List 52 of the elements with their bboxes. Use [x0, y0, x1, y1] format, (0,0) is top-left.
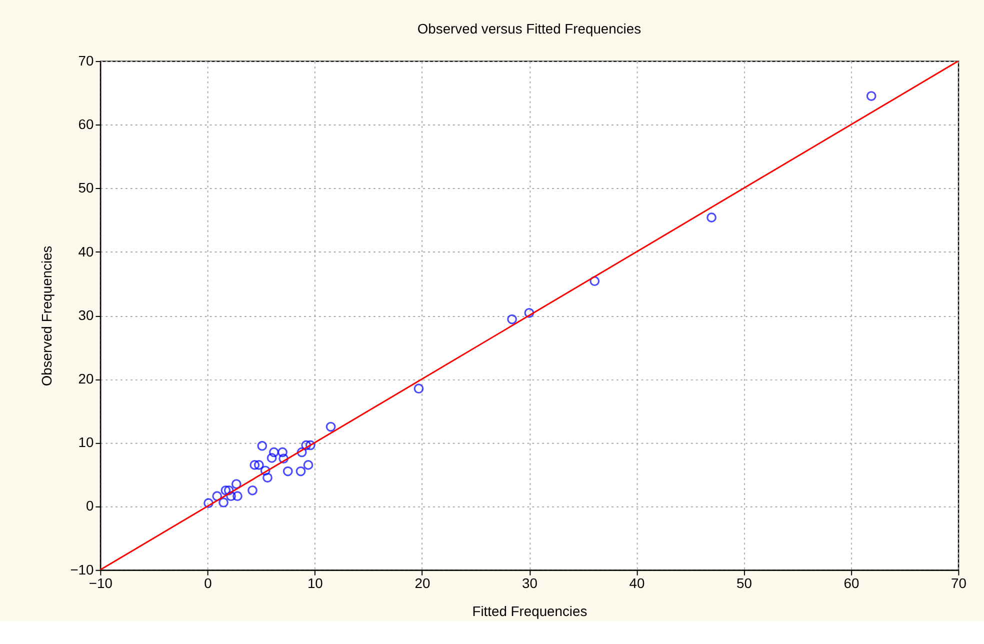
point: [326, 422, 336, 432]
point: [866, 91, 876, 101]
point: [590, 276, 600, 286]
point: [231, 479, 242, 489]
y-tick-label: 40: [78, 243, 94, 260]
point: [224, 485, 234, 496]
y-tick-label: 20: [78, 370, 94, 387]
point: [226, 491, 236, 502]
y-tick-label: 60: [78, 116, 94, 132]
y-tick-label: 0: [86, 498, 94, 514]
point: [204, 498, 214, 508]
point: [296, 447, 307, 458]
point: [296, 466, 306, 476]
y-tick-label: 30: [78, 306, 94, 323]
point: [260, 466, 270, 476]
x-tick-label: 60: [844, 575, 860, 592]
point: [305, 440, 316, 450]
x-tick-label: 40: [629, 575, 645, 592]
x-tick-label: 0: [204, 575, 212, 592]
point: [248, 485, 258, 496]
point: [220, 485, 231, 496]
point: [232, 491, 242, 502]
point: [254, 460, 264, 470]
x-tick-label: 70: [950, 575, 967, 592]
point: [250, 460, 260, 470]
x-tick-label: −10: [88, 575, 113, 592]
x-tick-label: 30: [522, 575, 538, 592]
y-axis-title: Observed Frequencies: [38, 246, 54, 386]
y-tick-label: 70: [78, 52, 94, 68]
point: [212, 491, 222, 502]
point: [303, 460, 314, 470]
x-axis-title: Fitted Frequencies: [472, 603, 588, 620]
point: [278, 447, 288, 458]
point: [507, 314, 517, 324]
point: [524, 308, 534, 318]
x-tick-label: 20: [414, 575, 430, 592]
point: [268, 447, 279, 458]
point: [266, 453, 277, 463]
x-tick-label: 50: [736, 575, 752, 592]
y-tick-label: −10: [70, 561, 94, 578]
point: [218, 498, 228, 508]
chart-title: Observed versus Fitted Frequencies: [417, 20, 642, 36]
point: [706, 212, 716, 222]
point: [301, 440, 312, 450]
point: [278, 454, 289, 464]
y-tick-label: 50: [78, 180, 94, 196]
point: [414, 384, 424, 394]
x-tick-label: 10: [307, 575, 324, 592]
point: [257, 440, 268, 451]
y-tick-label: 10: [78, 434, 94, 450]
point: [282, 466, 293, 476]
point: [262, 472, 272, 483]
